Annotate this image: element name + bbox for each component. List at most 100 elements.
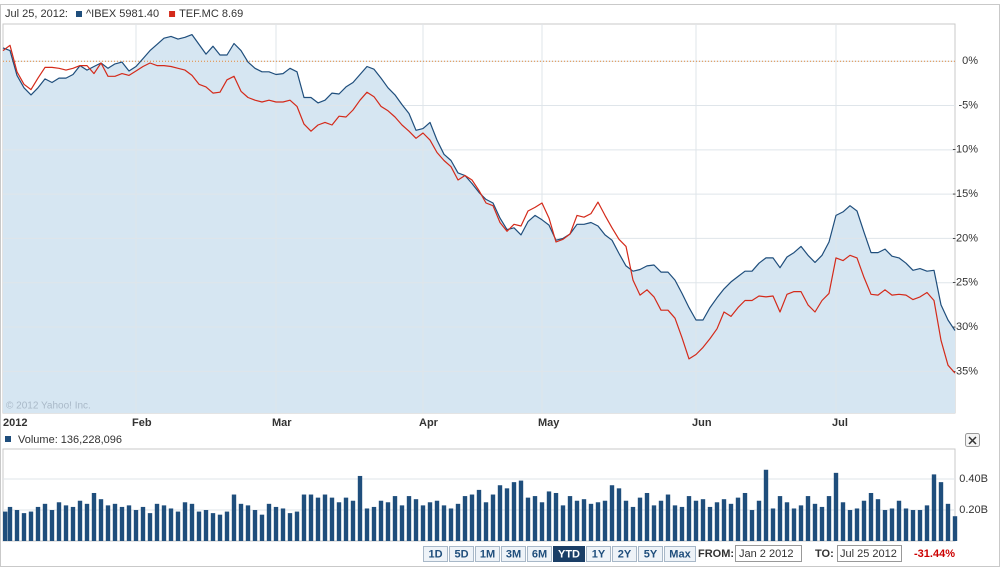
volume-bar [84, 503, 90, 541]
change: -31.44% [914, 548, 955, 560]
x-tick-label: 2012 [3, 417, 27, 429]
legend-quote: 8.69 [222, 8, 243, 20]
range-button-box[interactable] [586, 546, 611, 562]
volume-bar [224, 511, 230, 541]
range-button-box[interactable] [475, 546, 500, 562]
range-button-box[interactable] [449, 546, 474, 562]
volume-bar [7, 506, 13, 541]
range-button[interactable]: 5Y [638, 546, 663, 562]
volume-bar [728, 503, 734, 541]
volume-bar [182, 502, 188, 541]
range-button[interactable]: 5D [449, 546, 474, 562]
volume-bar [133, 510, 139, 541]
volume-bar [203, 510, 209, 541]
volume-bar [637, 497, 643, 541]
volume-bar [56, 502, 62, 541]
range-button[interactable]: 1Y [586, 546, 611, 562]
volume-bar [854, 508, 860, 541]
volume-bar [364, 508, 370, 541]
range-button[interactable]: Max [664, 546, 696, 562]
to-input[interactable] [837, 545, 902, 562]
range-button-label[interactable]: 1Y [592, 548, 606, 560]
y-tick-label: 0% [962, 55, 978, 67]
range-button-box[interactable] [501, 546, 526, 562]
watermark: © 2012 Yahoo! Inc. [6, 401, 91, 412]
volume-bar [602, 500, 608, 541]
range-button-label[interactable]: Max [669, 548, 691, 560]
range-button-label[interactable]: 5D [454, 548, 468, 560]
volume-bar [686, 496, 692, 541]
x-tick-label: Mar [272, 417, 292, 429]
volume-bar [903, 508, 909, 541]
volume-bar [497, 485, 503, 541]
volume-bar [504, 488, 510, 541]
volume-bar [798, 505, 804, 541]
range-button-box[interactable] [638, 546, 663, 562]
range-button[interactable]: 1D [423, 546, 448, 562]
legend-name: ^IBEX [86, 8, 117, 20]
range-button-box[interactable] [612, 546, 637, 562]
range-button-label[interactable]: 2Y [618, 548, 632, 560]
volume-bar [98, 499, 104, 541]
volume-bar [889, 508, 895, 541]
legend-quote: 5981.40 [119, 8, 159, 20]
volume-bar [385, 502, 391, 541]
volume-bar [140, 506, 146, 541]
volume-bar [714, 502, 720, 541]
volume-bar [665, 494, 671, 541]
volume-bar [42, 503, 48, 541]
from-value[interactable]: Jan 2 2012 [739, 548, 793, 560]
volume-bar [49, 510, 55, 541]
range-button[interactable]: YTD [553, 546, 585, 562]
range-button-label[interactable]: 5Y [644, 548, 658, 560]
from-input[interactable] [735, 545, 802, 562]
range-button-box[interactable] [553, 546, 585, 562]
volume-bar [287, 513, 293, 541]
volume-bar [189, 503, 195, 541]
volume-bar [875, 499, 881, 541]
y-tick-label: -5% [958, 99, 978, 111]
volume-bar [518, 480, 524, 541]
volume-bar [910, 510, 916, 541]
y-tick-label: -15% [952, 188, 978, 200]
close-button[interactable] [965, 433, 980, 447]
range-button[interactable]: 2Y [612, 546, 637, 562]
range-button-box[interactable] [664, 546, 696, 562]
volume-bar [357, 475, 363, 541]
volume-bar [294, 511, 300, 541]
range-button-box[interactable] [423, 546, 448, 562]
volume-bar [525, 497, 531, 541]
volume-bar [707, 506, 713, 541]
volume-bar [91, 492, 97, 541]
volume-bar [210, 513, 216, 541]
volume-bar [350, 500, 356, 541]
range-button-label[interactable]: 1D [428, 548, 442, 560]
range-button-label[interactable]: YTD [558, 548, 580, 560]
range-button[interactable]: 1M [475, 546, 500, 562]
series-line [2, 44, 956, 374]
volume-bar [770, 508, 776, 541]
to-value[interactable]: Jul 25 2012 [840, 548, 897, 560]
legend-entry: ^IBEX 5981.40 [86, 8, 159, 20]
volume-bar [259, 514, 265, 541]
range-button-label[interactable]: 1M [480, 548, 495, 560]
range-button-label[interactable]: 6M [532, 548, 547, 560]
range-button[interactable]: 3M [501, 546, 526, 562]
volume-bar [147, 513, 153, 541]
volume-bar [329, 497, 335, 541]
volume-bar [735, 497, 741, 541]
volume-bar [280, 508, 286, 541]
close-icon[interactable] [968, 436, 977, 445]
volume-bar [742, 492, 748, 541]
y-tick-label: -10% [952, 144, 978, 156]
price-chart: 0% -5% -10% -15% -20% -25% -30% -35% 2012 Feb Mar A… [2, 23, 978, 429]
volume-bar [896, 500, 902, 541]
range-button-box[interactable] [527, 546, 552, 562]
volume-bar [441, 505, 447, 541]
volume-bar [35, 506, 41, 541]
range-button[interactable]: 6M [527, 546, 552, 562]
volume-bar [924, 505, 930, 541]
range-button-label[interactable]: 3M [506, 548, 521, 560]
volume-chart: Volume: 136,228,096 0.20B 0.40B [2, 433, 988, 542]
